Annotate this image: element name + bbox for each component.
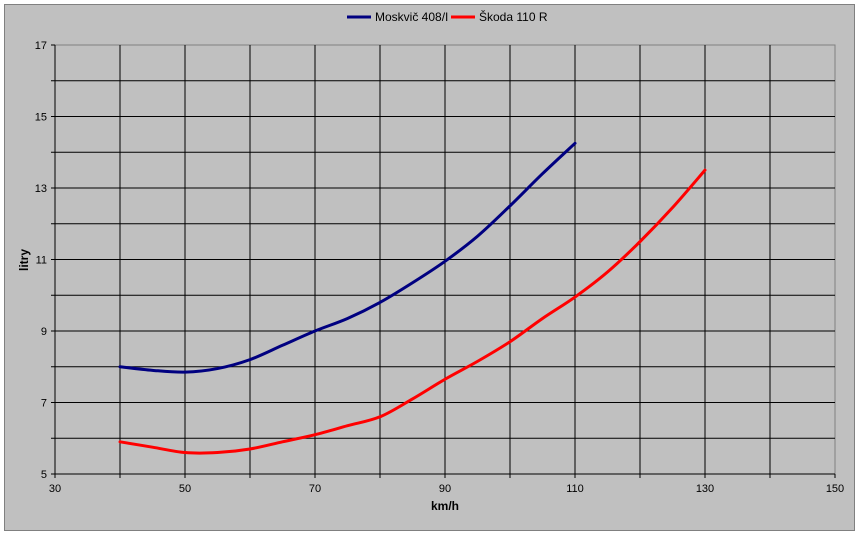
y-tick-label: 13 <box>35 183 47 195</box>
legend-label-2: Škoda 110 R <box>479 9 548 24</box>
y-tick-label: 17 <box>35 40 47 52</box>
x-tick-label: 150 <box>826 483 844 495</box>
y-tick-label: 5 <box>41 469 47 481</box>
y-tick-label: 15 <box>35 112 47 124</box>
series-line-2 <box>118 168 707 455</box>
x-tick-label: 90 <box>439 483 451 495</box>
x-tick-label: 110 <box>566 483 584 495</box>
x-tick-label: 30 <box>49 483 61 495</box>
y-tick-label: 7 <box>41 398 47 410</box>
y-axis-title: litry <box>17 249 31 271</box>
plot-area: 30 50 70 90 110 130 150 5 7 9 11 13 15 17 <box>35 40 844 495</box>
x-tick-label: 50 <box>179 483 191 495</box>
x-tick-label: 70 <box>309 483 321 495</box>
legend-label-1: Moskvič 408/I <box>375 10 448 24</box>
y-tick-label: 9 <box>41 326 47 338</box>
legend: Moskvič 408/I Škoda 110 R <box>347 9 548 24</box>
x-axis-title: km/h <box>431 499 459 513</box>
series-line-1 <box>118 141 577 374</box>
x-tick-label: 130 <box>696 483 714 495</box>
y-tick-label: 11 <box>36 255 47 267</box>
